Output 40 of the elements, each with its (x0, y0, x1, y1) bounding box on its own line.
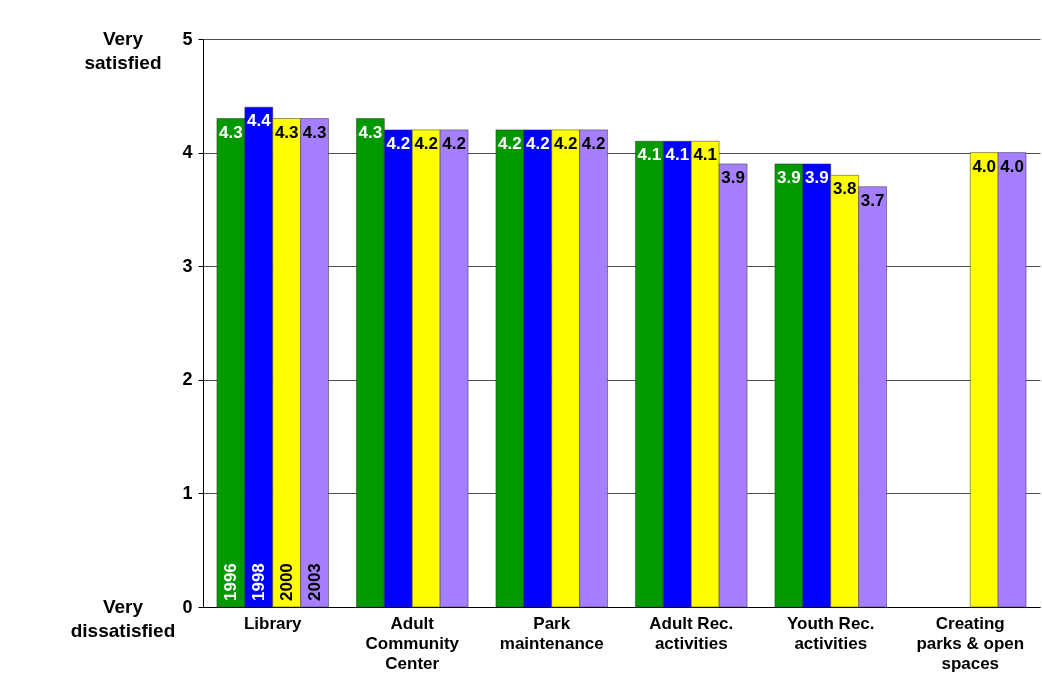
x-tick-label: Youth Rec. activities (786, 613, 875, 653)
data-label: 3.9 (804, 167, 829, 187)
y-tick-label: 4 (182, 142, 193, 163)
data-label: 4.1 (693, 145, 718, 165)
y-tick-label: 3 (182, 255, 193, 276)
x-tick-label: Library (243, 613, 303, 633)
data-label: 4.2 (525, 133, 550, 153)
series-label: 1998 (248, 563, 268, 601)
data-label: 4.2 (498, 133, 522, 153)
data-label: 4.0 (1000, 156, 1024, 176)
data-label: 3.8 (832, 179, 857, 199)
y-tick-label: 5 (182, 28, 193, 49)
data-label: 4.2 (414, 133, 439, 153)
data-label: 4.2 (581, 133, 606, 153)
data-label: 4.1 (665, 145, 690, 165)
data-label: 4.0 (972, 156, 997, 176)
x-tick-label: Park maintenance (499, 613, 604, 653)
series-label: 2003 (304, 563, 324, 601)
data-label: 4.3 (219, 122, 243, 142)
data-label: 4.3 (302, 122, 327, 142)
y-tick-label: 2 (182, 369, 193, 390)
data-label: 4.2 (386, 133, 411, 153)
data-label: 3.9 (721, 167, 745, 187)
data-label: 4.3 (358, 122, 383, 142)
text: Very satisfied (84, 28, 162, 73)
y-tick-label: 1 (182, 482, 193, 503)
data-label: 4.4 (246, 111, 272, 131)
x-tick-label: Creating parks & open spaces (916, 613, 1025, 673)
data-label: 4.3 (274, 122, 299, 142)
data-label: 3.7 (860, 190, 885, 210)
text: Very dissatisfied (70, 596, 176, 641)
data-label: 4.2 (442, 133, 466, 153)
y-tick-label: 0 (182, 596, 193, 617)
series-label: 1996 (220, 563, 240, 601)
data-label: 4.1 (637, 145, 662, 165)
data-label: 4.2 (553, 133, 578, 153)
data-label: 3.9 (777, 167, 801, 187)
x-tick-label: Adult Rec. activities (649, 613, 734, 653)
series-label: 2000 (276, 563, 296, 601)
x-tick-label: Adult Community Center (365, 613, 460, 673)
